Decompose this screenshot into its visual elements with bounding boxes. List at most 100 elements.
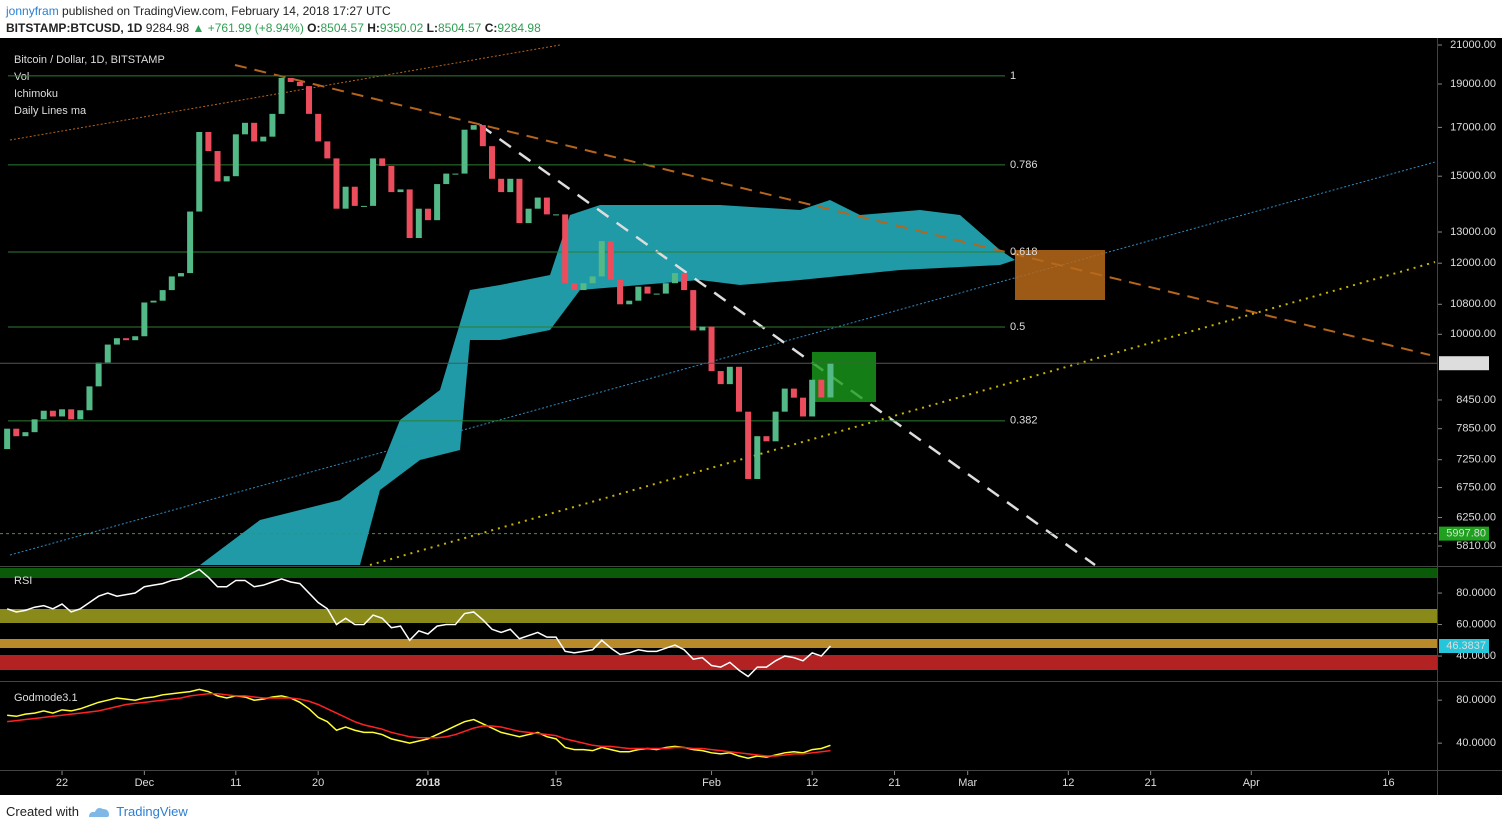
candle-body	[653, 293, 660, 295]
candle-body	[772, 411, 779, 442]
candle-body	[159, 290, 166, 301]
x-tick-label: 2018	[416, 777, 440, 789]
y-tick-label: 10000.00	[1450, 328, 1496, 340]
y-tick-label: 5810.00	[1456, 540, 1496, 552]
candle-body	[452, 173, 459, 175]
candle-body	[187, 211, 194, 274]
l-label: L:	[426, 21, 438, 35]
candle-body	[269, 113, 276, 137]
x-tick-label: 22	[56, 777, 68, 789]
candle-body	[168, 276, 175, 291]
candle-body	[644, 286, 651, 294]
candle-body	[607, 241, 614, 280]
ichimoku-cloud	[200, 200, 1015, 565]
x-tick-label: 12	[1062, 777, 1074, 789]
x-tick-label: 16	[1382, 777, 1394, 789]
candle-body	[781, 388, 788, 412]
candle-body	[379, 158, 386, 166]
author[interactable]: jonnyfram	[6, 4, 59, 18]
candle-body	[763, 436, 770, 442]
header: jonnyfram published on TradingView.com, …	[6, 3, 541, 37]
candle-body	[690, 290, 697, 331]
trend-line	[9, 44, 561, 141]
candle-body	[397, 189, 404, 193]
candle-body	[717, 371, 724, 385]
l-value: 8504.57	[437, 21, 482, 35]
h-label: H:	[367, 21, 380, 35]
candle-body	[708, 326, 715, 372]
candle-body	[671, 273, 678, 284]
candle-body	[562, 214, 569, 284]
rsi-band	[0, 655, 1437, 670]
candle-body	[104, 344, 111, 363]
price-tag-label: 5997.80	[1446, 528, 1486, 540]
price-tag	[1439, 356, 1489, 371]
candle-body	[196, 132, 203, 212]
candle-body	[534, 197, 541, 209]
trend-line	[234, 64, 1431, 356]
x-tick-label: 20	[312, 777, 324, 789]
logo	[88, 808, 109, 817]
x-tick-label: 21	[1145, 777, 1157, 789]
y-tick-label: 6250.00	[1456, 511, 1496, 523]
fib-label: 0.786	[1010, 159, 1038, 171]
brand[interactable]: TradingView	[116, 804, 188, 819]
candle-body	[177, 273, 184, 277]
candle-body	[571, 283, 578, 291]
price-tag-label: 9284.98	[1446, 357, 1486, 369]
y-tick-label: 7850.00	[1456, 423, 1496, 435]
candle-body	[4, 428, 11, 450]
price-tag	[1439, 526, 1489, 541]
candle-body	[22, 432, 29, 437]
change: ▲ +761.99 (+8.94%)	[192, 21, 304, 35]
footer: Created with TradingView	[6, 802, 188, 819]
y-tick-label: 40.0000	[1456, 737, 1496, 749]
h-value: 9350.02	[379, 21, 424, 35]
candle-body	[296, 81, 303, 87]
candle-body	[443, 173, 450, 185]
candle-body	[150, 300, 157, 303]
candle-body	[205, 132, 212, 152]
symbol: BITSTAMP:BTCUSD, 1D	[6, 21, 143, 35]
x-tick-label: 21	[888, 777, 900, 789]
y-tick-label: 13000.00	[1450, 226, 1496, 238]
y-tick-label: 21000.00	[1450, 39, 1496, 51]
candle-body	[86, 386, 93, 411]
candle-body	[461, 129, 468, 174]
candle-body	[617, 279, 624, 305]
indicator-label: Ichimoku	[14, 88, 58, 100]
candle-body	[351, 186, 358, 206]
candle-body	[132, 336, 139, 341]
x-tick-label: Apr	[1243, 777, 1260, 789]
candle-body	[754, 436, 761, 479]
candle-body	[241, 122, 248, 135]
footer-text: Created with	[6, 804, 79, 819]
fib-label: 0.382	[1010, 415, 1038, 427]
candle-body	[635, 286, 642, 301]
candle-body	[306, 86, 313, 114]
candle-body	[662, 283, 669, 294]
x-tick-label: Dec	[135, 777, 155, 789]
candle-body	[141, 302, 148, 337]
o-label: O:	[307, 21, 321, 35]
candle-body	[123, 338, 130, 341]
candle-body	[598, 241, 605, 277]
trend-line	[479, 123, 1096, 567]
series-line	[6, 568, 832, 678]
candle-body	[68, 409, 75, 420]
candle-body	[95, 362, 102, 387]
candle-body	[214, 151, 221, 182]
candle-body	[699, 326, 706, 331]
candle-body	[434, 184, 441, 221]
pane-title: Godmode3.1	[14, 692, 78, 704]
candle-body	[333, 158, 340, 209]
y-tick-label: 8450.00	[1456, 394, 1496, 406]
y-tick-label: 80.0000	[1456, 694, 1496, 706]
y-tick-label: 80.0000	[1456, 587, 1496, 599]
candle-body	[507, 178, 514, 193]
candle-body	[479, 125, 486, 147]
candle-body	[315, 113, 322, 142]
y-tick-label: 6750.00	[1456, 481, 1496, 493]
candle-body	[470, 125, 477, 130]
c-value: 9284.98	[497, 21, 541, 35]
